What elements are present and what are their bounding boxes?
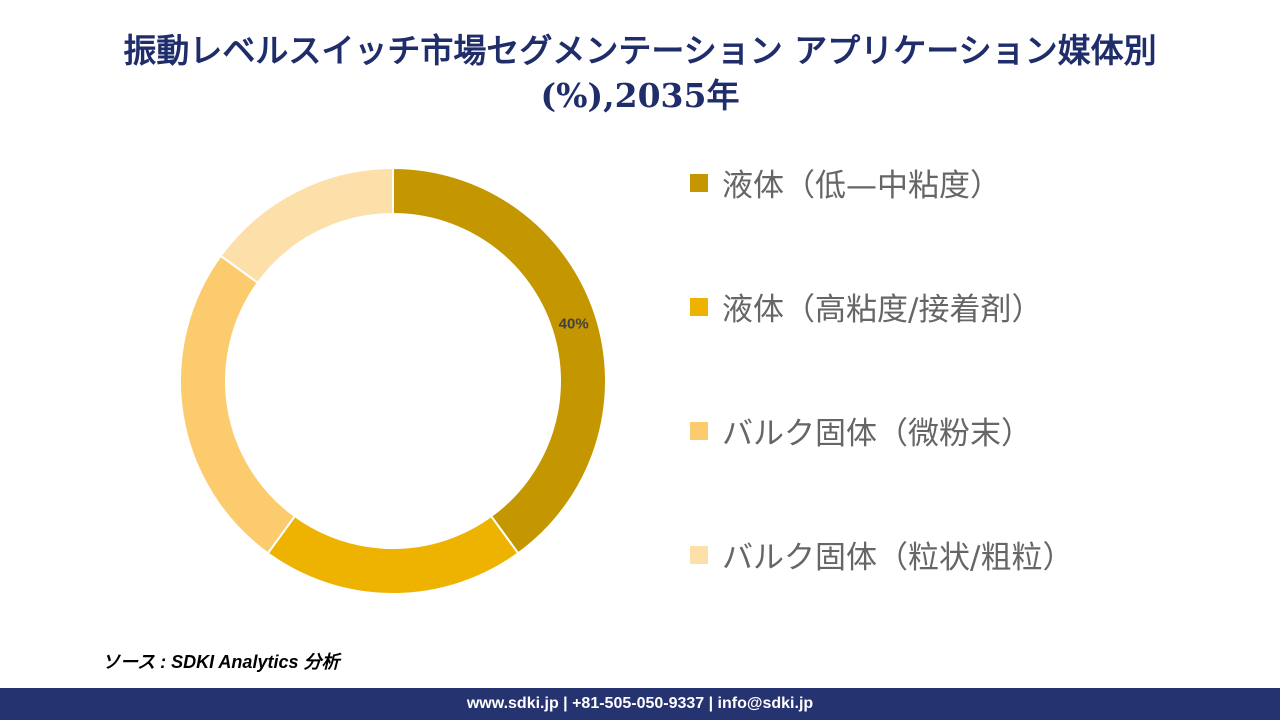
donut-slice — [266, 514, 520, 595]
source-note: ソース : SDKI Analytics 分析 — [102, 652, 340, 672]
legend-item: 液体（低—中粘度） — [690, 160, 1001, 205]
legend-item: バルク固体（粒状/粗粒） — [690, 532, 1073, 577]
donut-slice — [179, 254, 297, 555]
legend-item: バルク固体（微粉末） — [690, 408, 1032, 453]
legend-item: 液体（高粘度/接着剤） — [690, 284, 1042, 329]
legend-label: 液体（高粘度/接着剤） — [722, 292, 1043, 328]
donut-slice — [219, 166, 394, 285]
title-line-2: (%),2035年 — [540, 76, 740, 115]
legend-label: バルク固体（粒状/粗粒） — [722, 540, 1074, 576]
legend-label: バルク固体（微粉末） — [722, 416, 1032, 452]
legend-swatch — [690, 545, 708, 564]
legend-swatch — [690, 173, 708, 192]
data-label: 40% — [559, 315, 589, 332]
donut-slice — [392, 166, 607, 555]
legend-swatch — [690, 421, 708, 440]
legend-label: 液体（低—中粘度） — [722, 168, 1001, 204]
footer-contact: www.sdki.jp | +81-505-050-9337 | info@sd… — [0, 688, 1280, 720]
legend-swatch — [690, 297, 708, 316]
title-line-1: 振動レベルスイッチ市場セグメンテーション アプリケーション媒体別 — [123, 31, 1157, 70]
chart-title: 振動レベルスイッチ市場セグメンテーション アプリケーション媒体別 (%),203… — [0, 28, 1280, 118]
